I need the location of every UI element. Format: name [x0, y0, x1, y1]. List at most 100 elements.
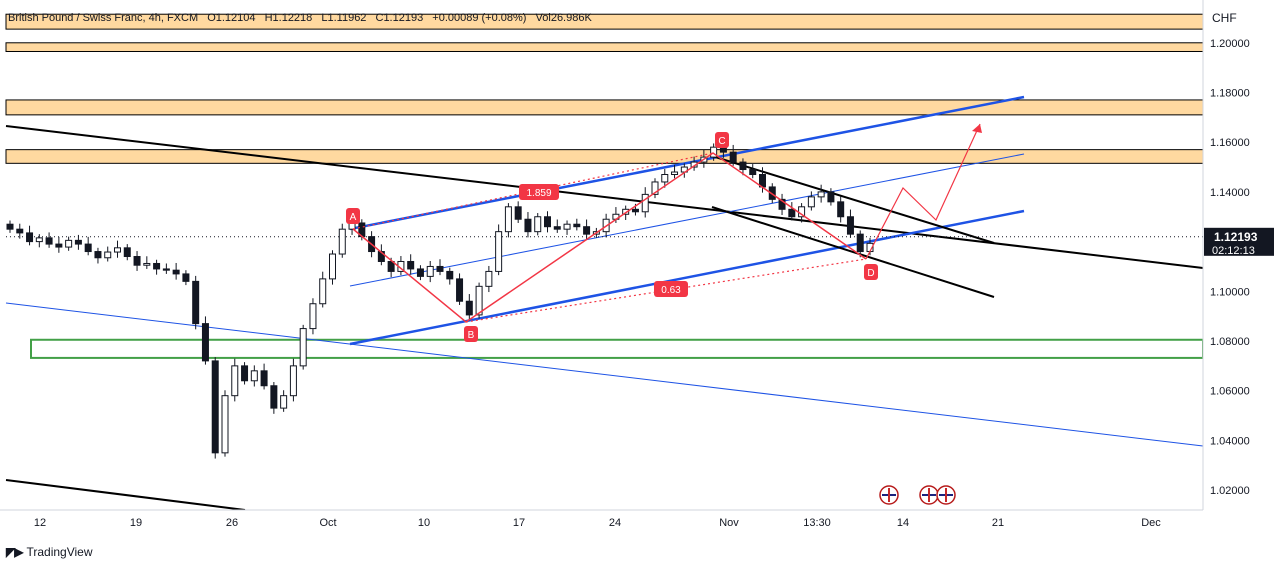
candle-body [837, 201, 845, 218]
candle-body [749, 169, 757, 176]
candle-body [231, 365, 239, 397]
price-tick-label: 1.14000 [1210, 187, 1250, 199]
resistance-zone [5, 99, 1204, 116]
symbol-title: British Pound / Swiss Franc, 4h, FXCM [8, 12, 199, 24]
candle-body [192, 280, 200, 325]
candle-body [661, 174, 669, 183]
pattern-point-c-badge [715, 132, 729, 148]
pattern-point-label: A [350, 212, 357, 223]
ratio-line-ac [352, 152, 714, 230]
lower-trendline [5, 479, 246, 511]
candle-body [807, 196, 815, 208]
projection-arrowhead-icon [972, 124, 982, 133]
time-tick-label: 19 [130, 517, 142, 529]
candle-body [407, 260, 415, 270]
candle-body [241, 365, 249, 382]
candle-body [563, 223, 571, 230]
candle-body [416, 268, 424, 277]
candle-body [485, 270, 493, 287]
candle-body [553, 226, 561, 230]
candle-body [387, 260, 395, 272]
price-tick-label: 1.10000 [1210, 286, 1250, 298]
price-tick-label: 1.16000 [1210, 137, 1250, 149]
pattern-point-b-badge [464, 326, 478, 342]
candle-body [456, 278, 464, 302]
candle-body [622, 208, 630, 215]
price-tick-label: 1.20000 [1210, 38, 1250, 50]
pattern-point-a-badge [346, 208, 360, 224]
candle-body [739, 161, 747, 171]
candle-body [250, 370, 258, 382]
time-tick-label: 26 [226, 517, 238, 529]
ratio-label: 0.63 [661, 285, 681, 296]
candle-body [309, 303, 317, 330]
candle-body [221, 395, 229, 454]
candle-body [641, 193, 649, 213]
brand-name: TradingView [26, 545, 93, 559]
candle-body [319, 278, 327, 305]
candle-body [143, 262, 151, 266]
candle-body [465, 300, 473, 316]
candle-body [729, 151, 737, 163]
ohlc-change: +0.00089 (+0.08%) [432, 12, 527, 24]
candle-body [768, 186, 776, 200]
candle-body [6, 223, 14, 230]
branding[interactable]: ◤▶ TradingView [6, 545, 93, 559]
price-tick-label: 1.04000 [1210, 435, 1250, 447]
price-tick-label: 1.02000 [1210, 485, 1250, 497]
time-tick-label: 14 [897, 517, 909, 529]
pattern-point-label: D [867, 268, 874, 279]
candle-body [35, 237, 43, 243]
ascending-resistance-line [349, 95, 1025, 231]
candle-body [74, 239, 82, 245]
candle-body [583, 226, 591, 235]
pattern-point-d-badge [864, 264, 878, 280]
candle-body [211, 360, 219, 454]
candle-body [856, 233, 864, 253]
ohlc-high: H1.12218 [264, 12, 313, 24]
candle-body [475, 285, 483, 316]
candle-body [817, 191, 825, 198]
ascending-support-line [349, 209, 1025, 346]
time-tick-label: 13:30 [803, 517, 831, 529]
candle-body [827, 191, 835, 203]
tradingview-logo-icon: ◤▶ [6, 545, 23, 559]
time-tick-label: Nov [719, 517, 739, 529]
candle-body [495, 231, 503, 272]
resistance-zone [5, 149, 1204, 164]
symbol-header: British Pound / Swiss Franc, 4h, FXCM O1… [8, 12, 598, 24]
volume-value: Vol26.986K [535, 12, 592, 24]
candle-body [65, 239, 73, 248]
candle-body [846, 216, 854, 235]
candle-body [94, 251, 102, 259]
candle-body [280, 395, 288, 409]
plot-background [6, 8, 1203, 510]
candle-body [544, 216, 551, 228]
time-scale [0, 510, 1276, 538]
candle-body [573, 223, 581, 228]
time-tick-label: 21 [992, 517, 1004, 529]
price-countdown: 02:12:13 [1212, 245, 1255, 257]
candle-body [426, 265, 434, 277]
ratio-label: 1.859 [526, 188, 551, 199]
wedge-lower-line [711, 206, 995, 298]
candle-body [710, 146, 718, 158]
candle-body [55, 243, 63, 248]
candle-body [329, 253, 336, 280]
candle-body [524, 218, 532, 233]
last-price-value: 1.12193 [1214, 230, 1258, 244]
candle-body [260, 370, 268, 387]
harmonic-pattern-line [352, 152, 867, 323]
time-tick-label: 24 [609, 517, 621, 529]
candle-body [114, 247, 121, 253]
candle-body [162, 268, 170, 271]
candle-body [446, 270, 454, 280]
candle-body [45, 237, 53, 245]
time-tick-label: 17 [513, 517, 525, 529]
currency-label: CHF [1212, 11, 1237, 25]
last-price-tag [1204, 227, 1274, 256]
candle-body [16, 228, 24, 234]
candle-body [788, 208, 796, 218]
